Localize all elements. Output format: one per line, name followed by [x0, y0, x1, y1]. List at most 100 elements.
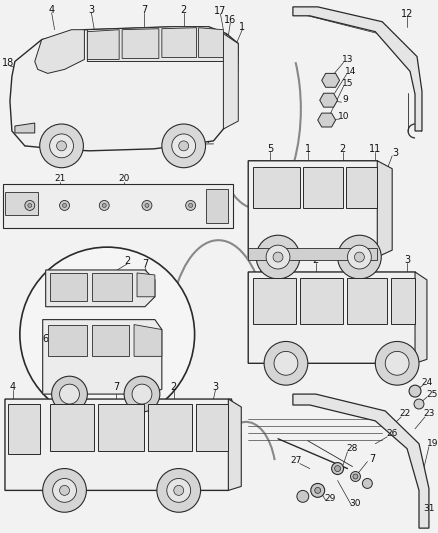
Circle shape — [60, 486, 70, 495]
Text: 31: 31 — [423, 504, 434, 513]
Polygon shape — [248, 272, 422, 364]
Circle shape — [189, 204, 193, 207]
Circle shape — [49, 134, 74, 158]
Polygon shape — [248, 248, 377, 260]
Polygon shape — [228, 399, 241, 490]
Polygon shape — [122, 29, 159, 59]
Circle shape — [332, 463, 343, 474]
Polygon shape — [303, 167, 343, 208]
Circle shape — [266, 245, 290, 269]
Circle shape — [53, 479, 77, 502]
Text: 3: 3 — [88, 5, 95, 15]
Text: 18: 18 — [2, 59, 14, 68]
Polygon shape — [87, 27, 226, 61]
Circle shape — [311, 483, 325, 497]
Polygon shape — [300, 278, 343, 324]
Circle shape — [274, 351, 298, 375]
Circle shape — [315, 487, 321, 494]
Text: 27: 27 — [290, 456, 302, 465]
Polygon shape — [148, 404, 192, 451]
Polygon shape — [253, 167, 300, 208]
Polygon shape — [248, 161, 385, 257]
Text: 22: 22 — [399, 409, 411, 418]
Circle shape — [273, 252, 283, 262]
Circle shape — [172, 134, 196, 158]
Text: 25: 25 — [426, 390, 438, 399]
Polygon shape — [15, 123, 35, 133]
Text: 15: 15 — [342, 79, 353, 88]
Text: 17: 17 — [214, 6, 226, 16]
Polygon shape — [35, 30, 85, 74]
Circle shape — [157, 469, 201, 512]
Text: 7: 7 — [369, 454, 375, 464]
Text: 2: 2 — [339, 144, 346, 154]
Polygon shape — [92, 273, 132, 301]
Text: 24: 24 — [421, 378, 433, 386]
Circle shape — [174, 486, 184, 495]
Text: 2: 2 — [124, 256, 130, 266]
Text: 12: 12 — [401, 9, 413, 19]
Circle shape — [414, 399, 424, 409]
Circle shape — [353, 474, 358, 479]
Polygon shape — [8, 404, 40, 454]
Polygon shape — [162, 28, 197, 58]
Circle shape — [385, 351, 409, 375]
Text: 21: 21 — [54, 174, 65, 183]
Circle shape — [20, 247, 194, 422]
Text: 1: 1 — [239, 22, 245, 32]
Circle shape — [186, 200, 196, 211]
Circle shape — [347, 245, 371, 269]
Polygon shape — [415, 272, 427, 364]
Polygon shape — [293, 394, 429, 528]
Circle shape — [99, 200, 109, 211]
Circle shape — [167, 479, 191, 502]
Circle shape — [52, 376, 87, 412]
Text: 30: 30 — [350, 499, 361, 508]
Polygon shape — [10, 27, 238, 151]
Polygon shape — [223, 34, 238, 129]
Text: 3: 3 — [404, 255, 410, 265]
Circle shape — [362, 479, 372, 488]
Text: 7: 7 — [113, 382, 119, 392]
Polygon shape — [391, 278, 415, 324]
Circle shape — [132, 384, 152, 404]
Polygon shape — [253, 278, 296, 324]
Polygon shape — [346, 167, 377, 208]
Polygon shape — [98, 404, 144, 451]
Text: 5: 5 — [362, 255, 368, 265]
Circle shape — [264, 342, 308, 385]
Circle shape — [60, 200, 70, 211]
Text: 28: 28 — [347, 444, 358, 453]
Text: 9: 9 — [343, 95, 348, 104]
Polygon shape — [205, 189, 228, 223]
Polygon shape — [198, 28, 223, 58]
Text: 11: 11 — [369, 144, 381, 154]
Text: 1: 1 — [305, 144, 311, 154]
Circle shape — [338, 235, 381, 279]
Circle shape — [40, 124, 83, 168]
Circle shape — [102, 204, 106, 207]
Circle shape — [42, 469, 86, 512]
Text: 7: 7 — [141, 5, 147, 15]
Circle shape — [60, 384, 79, 404]
Text: 14: 14 — [345, 67, 356, 76]
Text: 6: 6 — [42, 335, 49, 344]
Text: 3: 3 — [212, 382, 219, 392]
Circle shape — [297, 490, 309, 502]
Text: 2: 2 — [171, 382, 177, 392]
Circle shape — [63, 204, 67, 207]
Polygon shape — [346, 278, 387, 324]
Text: 2: 2 — [180, 5, 187, 15]
Polygon shape — [321, 74, 339, 87]
Polygon shape — [46, 270, 155, 306]
Polygon shape — [92, 325, 129, 357]
Polygon shape — [377, 161, 392, 257]
Polygon shape — [196, 404, 228, 451]
Circle shape — [25, 200, 35, 211]
Circle shape — [335, 465, 341, 472]
Circle shape — [145, 204, 149, 207]
Polygon shape — [42, 320, 162, 394]
Circle shape — [124, 376, 160, 412]
Text: 7: 7 — [142, 259, 148, 269]
Text: 5: 5 — [267, 144, 273, 154]
